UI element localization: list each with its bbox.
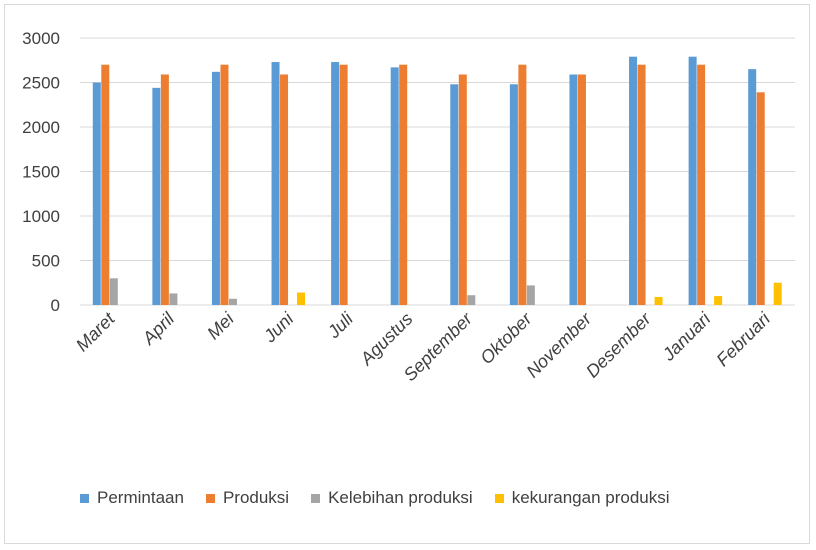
bar-produksi-mei	[220, 64, 229, 305]
bar-kekurangan-produksi-januari	[714, 296, 723, 305]
bar-permintaan-juli	[331, 62, 340, 305]
bar-produksi-november	[577, 74, 586, 306]
y-tick-label: 3000	[22, 29, 60, 48]
y-axis: 0 500 1000 1500 2000 2500 3000	[22, 29, 60, 315]
gridlines	[80, 37, 795, 306]
bar-permintaan-desember	[629, 56, 638, 305]
legend-item: Produksi	[205, 488, 290, 508]
bar-kelebihan-produksi-maret	[109, 278, 118, 305]
bar-kelebihan-produksi-oktober	[526, 285, 535, 305]
y-tick-label: 500	[32, 252, 60, 271]
bar-permintaan-agustus	[390, 67, 399, 306]
bar-produksi-agustus	[399, 64, 408, 305]
bar-kelebihan-produksi-april	[169, 293, 178, 305]
y-tick-label: 1500	[22, 163, 60, 182]
bar-permintaan-februari	[748, 69, 757, 306]
bar-permintaan-juni	[271, 62, 280, 305]
x-tick-label: April	[138, 308, 179, 349]
x-tick-label: Oktober	[476, 308, 536, 368]
x-tick-label: Desember	[582, 308, 656, 382]
legend-swatch	[205, 493, 215, 503]
legend-item: Kelebihan produksi	[311, 488, 473, 508]
y-tick-label: 0	[51, 296, 60, 315]
bars	[92, 56, 782, 306]
bar-produksi-juli	[339, 64, 348, 305]
legend-label: Produksi	[222, 488, 290, 507]
legend-swatch	[311, 493, 321, 503]
x-tick-label: Januari	[658, 308, 715, 365]
bar-kelebihan-produksi-mei	[228, 298, 237, 305]
legend-item: kekurangan produksi	[494, 488, 670, 508]
bar-produksi-januari	[697, 64, 706, 305]
legend: Permintaan Produksi Kelebihan produksi keku…	[80, 486, 670, 510]
bar-permintaan-april	[152, 87, 161, 305]
bar-kekurangan-produksi-februari	[773, 282, 782, 305]
bar-permintaan-mei	[211, 71, 220, 305]
bar-produksi-september	[458, 74, 467, 306]
bar-produksi-februari	[756, 92, 765, 305]
bar-produksi-desember	[637, 64, 646, 305]
x-tick-label: Mei	[203, 308, 238, 343]
bar-produksi-april	[160, 74, 169, 306]
bar-permintaan-januari	[688, 56, 697, 305]
x-tick-label: Februari	[712, 308, 774, 370]
x-tick-label: Juni	[259, 308, 298, 347]
bar-produksi-maret	[101, 64, 110, 305]
x-tick-label: Juli	[323, 308, 358, 343]
legend-item: Permintaan	[80, 488, 184, 508]
bar-permintaan-maret	[92, 82, 101, 305]
bar-kekurangan-produksi-juni	[297, 292, 306, 305]
bar-permintaan-november	[569, 74, 578, 306]
bar-produksi-juni	[280, 74, 289, 306]
legend-swatch	[494, 493, 504, 503]
bar-permintaan-oktober	[509, 84, 518, 305]
x-tick-label: Maret	[72, 308, 119, 355]
y-tick-label: 1000	[22, 207, 60, 226]
bar-permintaan-september	[450, 84, 459, 305]
legend-label: kekurangan produksi	[511, 488, 670, 507]
bar-produksi-oktober	[518, 64, 527, 305]
bar-kekurangan-produksi-desember	[654, 296, 663, 305]
x-tick-label: Agustus	[356, 309, 417, 370]
legend-label: Permintaan	[97, 488, 184, 507]
legend-swatch	[80, 493, 89, 503]
legend-label: Kelebihan produksi	[328, 488, 473, 507]
y-tick-label: 2000	[22, 118, 60, 137]
y-tick-label: 2500	[22, 74, 60, 93]
bar-kelebihan-produksi-september	[467, 295, 476, 305]
